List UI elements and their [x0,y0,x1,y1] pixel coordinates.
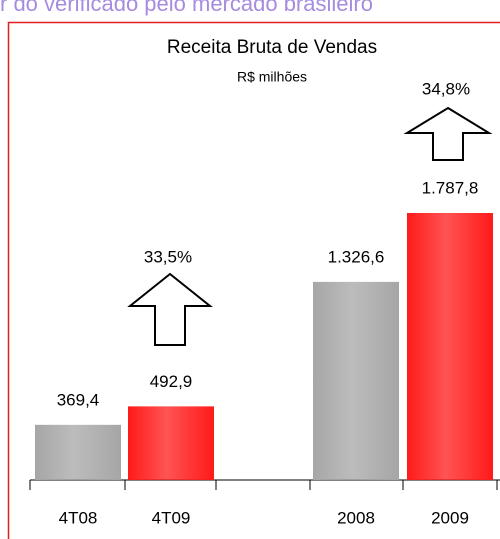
value-label: 492,9 [150,372,193,391]
bar [407,213,493,480]
bar [128,406,214,480]
arrow [127,272,213,346]
value-label: 1.787,8 [422,178,479,197]
bar [35,424,121,480]
axis-ticks [29,480,498,490]
x-tick-label: 2009 [431,508,469,527]
annotation: 33,5% [144,247,192,266]
value-label: 369,4 [57,390,100,409]
chart-title: Receita Bruta de Vendas [167,37,377,58]
x-tick-label: 4T08 [59,508,98,527]
bar [313,281,399,480]
frame [7,21,500,539]
annotation: 34,8% [422,79,470,98]
arrow [403,106,493,161]
x-tick-label: 2008 [337,508,375,527]
value-label: 1.326,6 [328,247,385,266]
x-tick-label: 4T09 [152,508,191,527]
chart-subtitle: R$ milhões [237,69,307,85]
caption: r do verificado pelo mercado brasileiro [0,0,373,16]
